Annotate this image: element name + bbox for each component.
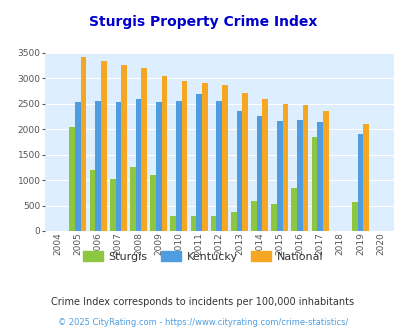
Bar: [69, 127, 75, 231]
Bar: [296, 120, 302, 231]
Text: Sturgis Property Crime Index: Sturgis Property Crime Index: [89, 15, 316, 29]
Bar: [357, 134, 362, 231]
Bar: [282, 104, 288, 231]
Bar: [196, 93, 201, 231]
Bar: [362, 123, 368, 231]
Bar: [181, 81, 187, 231]
Bar: [90, 170, 95, 231]
Bar: [291, 188, 296, 231]
Bar: [161, 76, 167, 231]
Legend: Sturgis, Kentucky, National: Sturgis, Kentucky, National: [78, 247, 327, 267]
Bar: [130, 167, 135, 231]
Bar: [210, 216, 216, 231]
Bar: [121, 65, 126, 231]
Bar: [311, 137, 317, 231]
Bar: [190, 216, 196, 231]
Bar: [75, 102, 81, 231]
Bar: [81, 57, 86, 231]
Bar: [176, 101, 181, 231]
Bar: [222, 85, 227, 231]
Bar: [351, 202, 357, 231]
Bar: [276, 120, 282, 231]
Bar: [95, 101, 101, 231]
Bar: [251, 201, 256, 231]
Bar: [110, 179, 115, 231]
Bar: [201, 83, 207, 231]
Bar: [141, 68, 147, 231]
Bar: [150, 175, 156, 231]
Bar: [156, 102, 161, 231]
Text: © 2025 CityRating.com - https://www.cityrating.com/crime-statistics/: © 2025 CityRating.com - https://www.city…: [58, 318, 347, 327]
Bar: [256, 116, 262, 231]
Bar: [302, 105, 308, 231]
Bar: [230, 212, 236, 231]
Bar: [317, 122, 322, 231]
Bar: [170, 216, 176, 231]
Text: Crime Index corresponds to incidents per 100,000 inhabitants: Crime Index corresponds to incidents per…: [51, 297, 354, 307]
Bar: [236, 111, 242, 231]
Bar: [115, 102, 121, 231]
Bar: [242, 92, 247, 231]
Bar: [216, 101, 222, 231]
Bar: [262, 99, 267, 231]
Bar: [135, 99, 141, 231]
Bar: [271, 204, 276, 231]
Bar: [322, 111, 328, 231]
Bar: [101, 61, 107, 231]
